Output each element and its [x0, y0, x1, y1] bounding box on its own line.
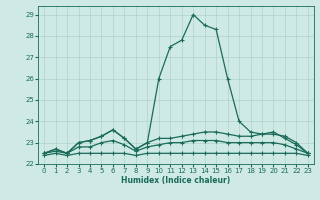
X-axis label: Humidex (Indice chaleur): Humidex (Indice chaleur)	[121, 176, 231, 185]
